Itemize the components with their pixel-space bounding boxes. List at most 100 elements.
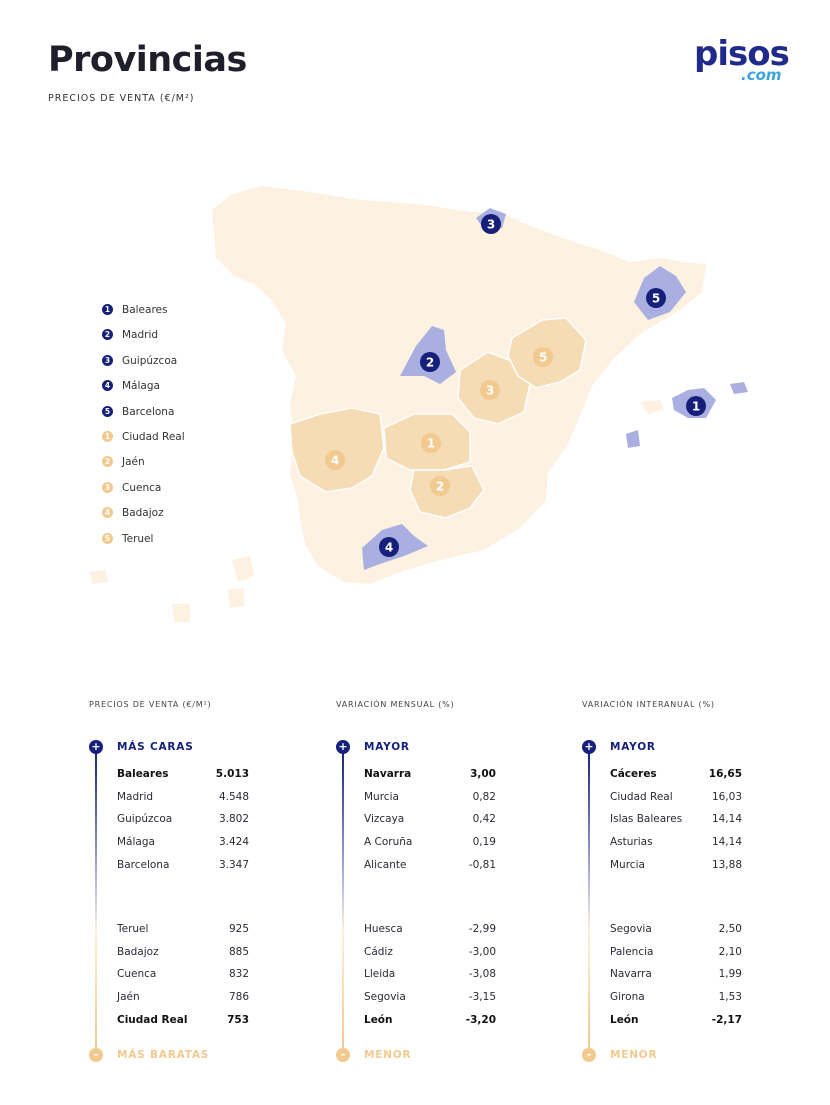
region-ibiza-blue xyxy=(626,430,640,448)
table-row: Málaga 3.424 xyxy=(117,836,249,859)
table-row: Madrid 4.548 xyxy=(117,791,249,814)
bottom-caption: MÁS BARATAS xyxy=(117,1049,210,1061)
table-row: Jaén 786 xyxy=(117,991,249,1014)
province-name: Ciudad Real xyxy=(117,1013,188,1026)
table-row: Teruel 925 xyxy=(117,923,249,946)
table-row: Murcia 13,88 xyxy=(610,859,742,882)
island-ibiza xyxy=(640,400,664,414)
province-value: -3,08 xyxy=(468,968,496,981)
gradient-rail xyxy=(342,749,344,1051)
province-name: Cáceres xyxy=(610,768,657,780)
bottom-caption: MENOR xyxy=(364,1049,412,1061)
table-row: Ciudad Real 753 xyxy=(117,1014,249,1037)
page-subtitle: PRECIOS DE VENTA (€/M²) xyxy=(48,93,195,104)
table-row: Badajoz 885 xyxy=(117,946,249,969)
marker-jaen: 2 xyxy=(430,476,450,496)
marker-label: 5 xyxy=(539,351,547,365)
legend-label: Baleares xyxy=(122,304,168,316)
province-value: 16,65 xyxy=(708,768,742,780)
marker-baleares: 1 xyxy=(686,396,706,416)
province-name: Navarra xyxy=(364,768,412,780)
legend-label: Jaén xyxy=(122,456,145,469)
province-value: -2,99 xyxy=(468,923,496,935)
spain-map: 1 2 3 4 5 1 2 3 4 5 xyxy=(90,186,748,622)
province-value: 0,42 xyxy=(472,813,496,826)
marker-label: 3 xyxy=(487,218,495,232)
legend-badge: 4 xyxy=(102,380,113,392)
legend-badge: 1 xyxy=(102,431,113,442)
top-caption: MAYOR xyxy=(610,741,656,753)
province-name: Vizcaya xyxy=(364,813,405,826)
marker-label: 1 xyxy=(692,400,700,414)
legend-label: Málaga xyxy=(122,380,160,393)
bottom-caption: MENOR xyxy=(610,1049,658,1061)
province-value: 3,00 xyxy=(470,768,496,780)
plus-icon: + xyxy=(336,740,350,754)
top-caption: MAYOR xyxy=(364,741,410,753)
province-value: -3,15 xyxy=(468,991,496,1004)
legend-label: Badajoz xyxy=(122,507,164,520)
province-name: Girona xyxy=(610,991,645,1004)
province-name: A Coruña xyxy=(364,836,413,849)
province-value: -2,17 xyxy=(711,1013,742,1026)
legend-badge: 3 xyxy=(102,481,113,493)
legend-badge: 5 xyxy=(102,532,113,544)
province-value: 13,88 xyxy=(711,858,742,871)
table-row: Cuenca 832 xyxy=(117,968,249,991)
province-name: Málaga xyxy=(117,836,155,849)
province-value: 0,19 xyxy=(472,836,496,849)
province-value: 3.802 xyxy=(218,813,249,826)
province-value: 1,53 xyxy=(718,991,742,1004)
province-value: 925 xyxy=(228,923,249,935)
legend-label: Guipúzcoa xyxy=(122,354,178,367)
gradient-rail xyxy=(588,749,590,1051)
province-value: 1,99 xyxy=(718,968,742,981)
province-name: Navarra xyxy=(610,968,652,981)
region-menorca xyxy=(730,382,748,394)
marker-ciudad-real: 1 xyxy=(421,433,441,453)
province-name: Madrid xyxy=(117,790,154,803)
logo-wordmark: pisos xyxy=(694,34,790,74)
legend-badge: 2 xyxy=(102,329,113,341)
top-rows: Cáceres 16,65 Ciudad Real 16,03 Islas Bale… xyxy=(610,768,742,881)
table-row: Asturias 14,14 xyxy=(610,836,742,859)
province-name: Barcelona xyxy=(117,858,170,871)
province-value: 4.548 xyxy=(218,790,249,803)
marker-label: 4 xyxy=(385,541,393,555)
marker-label: 4 xyxy=(331,454,339,468)
map-highlight-gold xyxy=(289,317,587,519)
marker-label: 1 xyxy=(427,437,435,451)
province-name: Guipúzcoa xyxy=(117,813,173,826)
plus-icon: + xyxy=(89,740,103,754)
top-rows: Baleares 5.013 Madrid 4.548 Guipúzcoa 3.802… xyxy=(117,768,249,881)
table-row: A Coruña 0,19 xyxy=(364,836,496,859)
province-name: Badajoz xyxy=(117,945,159,958)
legend-label: Ciudad Real xyxy=(122,431,185,443)
minus-icon: - xyxy=(336,1048,350,1062)
province-name: Cádiz xyxy=(364,945,393,958)
legend-badge: 4 xyxy=(102,507,113,519)
column-heading: PRECIOS DE VENTA (€/M²) xyxy=(89,700,212,709)
province-value: 5.013 xyxy=(215,768,249,780)
table-row: Murcia 0,82 xyxy=(364,791,496,814)
province-name: León xyxy=(364,1013,393,1026)
table-row: Baleares 5.013 xyxy=(117,768,249,791)
table-row: Navarra 1,99 xyxy=(610,968,742,991)
region-badajoz xyxy=(289,407,385,493)
table-row: Girona 1,53 xyxy=(610,991,742,1014)
province-value: 786 xyxy=(228,991,249,1004)
province-value: 16,03 xyxy=(711,790,742,803)
minus-icon: - xyxy=(89,1048,103,1062)
province-value: 14,14 xyxy=(711,836,742,849)
legend-badge: 5 xyxy=(102,405,113,417)
table-row: Cádiz -3,00 xyxy=(364,946,496,969)
province-value: 832 xyxy=(228,968,249,981)
legend-label: Teruel xyxy=(122,532,154,545)
page-title: Provincias xyxy=(48,40,247,80)
province-name: Teruel xyxy=(117,923,149,935)
table-row: Huesca -2,99 xyxy=(364,923,496,946)
province-name: León xyxy=(610,1013,639,1026)
marker-label: 5 xyxy=(652,292,660,306)
legend-badge: 1 xyxy=(102,304,113,315)
province-value: 753 xyxy=(227,1013,249,1026)
